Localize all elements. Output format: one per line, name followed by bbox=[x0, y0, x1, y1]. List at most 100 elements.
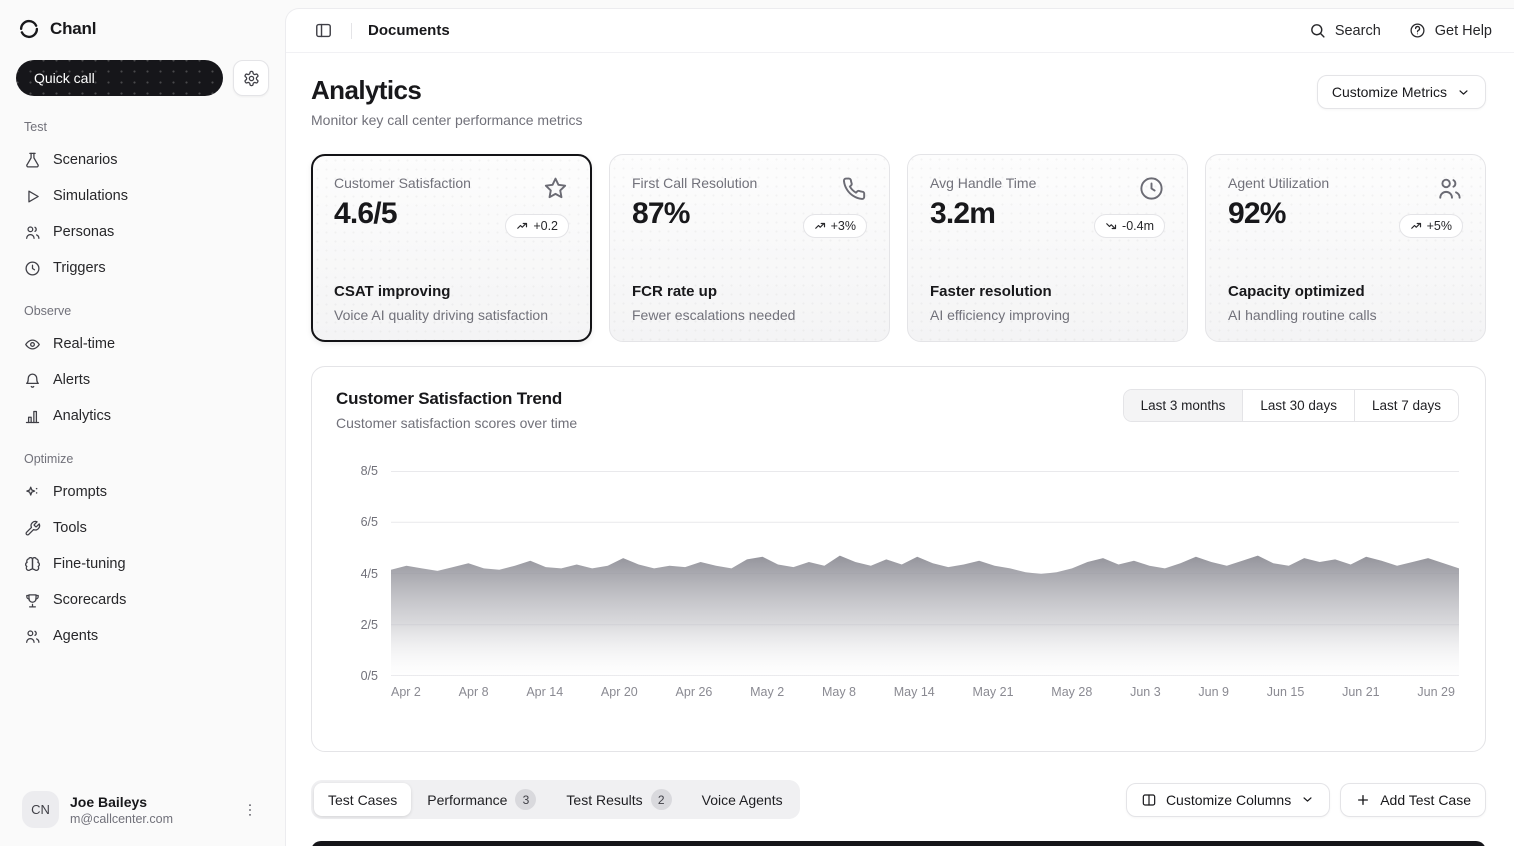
divider bbox=[351, 22, 352, 39]
x-axis-label: Apr 26 bbox=[675, 685, 713, 699]
tab-performance[interactable]: Performance 3 bbox=[413, 783, 550, 816]
tab-voice-agents[interactable]: Voice Agents bbox=[688, 783, 797, 816]
clock-icon bbox=[25, 260, 40, 276]
plot-area bbox=[391, 471, 1459, 676]
user-email: m@callcenter.com bbox=[70, 811, 173, 826]
tab-test-results[interactable]: Test Results 2 bbox=[552, 783, 685, 816]
metric-delta-badge: -0.4m bbox=[1094, 214, 1165, 238]
metric-label: Customer Satisfaction bbox=[334, 175, 471, 191]
metric-cards: Customer Satisfaction 4.6/5 +0.2 CSAT impro… bbox=[311, 154, 1486, 342]
sidebar-item-alerts[interactable]: Alerts bbox=[0, 362, 277, 398]
sidebar-item-prompts[interactable]: Prompts bbox=[0, 474, 277, 510]
brand: Chanl bbox=[0, 0, 285, 46]
nav-section-label-test: Test bbox=[24, 120, 47, 134]
nav-section-label-observe: Observe bbox=[24, 304, 72, 318]
x-axis-label: Jun 3 bbox=[1130, 685, 1161, 699]
sidebar-item-simulations[interactable]: Simulations bbox=[0, 178, 277, 214]
brain-icon bbox=[25, 556, 40, 571]
plus-icon bbox=[1358, 794, 1369, 805]
range-button-last-7-days[interactable]: Last 7 days bbox=[1353, 390, 1458, 421]
panel-left-icon bbox=[316, 23, 331, 38]
sidebar-item-scenarios[interactable]: Scenarios bbox=[0, 142, 277, 178]
columns-icon bbox=[1142, 793, 1156, 806]
trend-down-icon bbox=[1106, 223, 1117, 230]
sidebar-item-personas[interactable]: Personas bbox=[0, 214, 277, 250]
page-title: Analytics bbox=[311, 75, 422, 105]
topbar: Documents Search Get Help bbox=[286, 9, 1514, 53]
columns-icon bbox=[1141, 792, 1157, 808]
star-icon bbox=[544, 177, 567, 199]
page-subtitle: Monitor key call center performance metr… bbox=[311, 112, 583, 128]
help-icon bbox=[1410, 23, 1425, 38]
x-axis-label: Apr 8 bbox=[458, 685, 489, 699]
metric-card-first-call-resolution[interactable]: First Call Resolution 87% +3% FCR rate up Fe… bbox=[609, 154, 890, 342]
y-axis-label: 6/5 bbox=[360, 515, 378, 530]
metric-description: AI efficiency improving bbox=[930, 307, 1070, 323]
gear-icon bbox=[243, 70, 260, 87]
users-icon bbox=[1439, 178, 1461, 199]
users-icon bbox=[26, 225, 40, 239]
user-menu-button[interactable] bbox=[237, 797, 263, 823]
x-axis-label: Apr 20 bbox=[600, 685, 638, 699]
metric-card-avg-handle-time[interactable]: Avg Handle Time 3.2m -0.4m Faster resolutio… bbox=[907, 154, 1188, 342]
user-card[interactable]: CN Joe Baileys m@callcenter.com bbox=[12, 783, 273, 836]
range-button-last-30-days[interactable]: Last 30 days bbox=[1242, 390, 1354, 421]
breadcrumb: Documents bbox=[368, 22, 450, 39]
metric-card-agent-utilization[interactable]: Agent Utilization 92% +5% Capacity optimize… bbox=[1205, 154, 1486, 342]
x-axis-label: Apr 14 bbox=[526, 685, 564, 699]
chart-title: Customer Satisfaction Trend bbox=[336, 389, 563, 408]
chart-subtitle: Customer satisfaction scores over time bbox=[336, 415, 578, 431]
kebab-icon bbox=[249, 803, 251, 816]
sparkles-icon bbox=[26, 486, 38, 496]
x-axis-label: May 21 bbox=[972, 685, 1014, 699]
metric-card-customer-satisfaction[interactable]: Customer Satisfaction 4.6/5 +0.2 CSAT impro… bbox=[311, 154, 592, 342]
sidebar-item-analytics[interactable]: Analytics bbox=[0, 398, 277, 434]
eye-icon bbox=[25, 338, 40, 350]
metric-value: 92% bbox=[1228, 197, 1286, 230]
trend-up-icon bbox=[1410, 222, 1421, 229]
customize-columns-button[interactable]: Customize Columns bbox=[1125, 782, 1331, 817]
metric-label: Avg Handle Time bbox=[930, 175, 1037, 191]
bottom-tabs: Test Cases Performance 3 Test Results 2 Voice… bbox=[311, 780, 800, 819]
sidebar-item-agents[interactable]: Agents bbox=[0, 618, 277, 654]
clock-icon bbox=[1140, 177, 1163, 200]
metric-label: Agent Utilization bbox=[1228, 175, 1330, 191]
brand-logo-icon bbox=[18, 18, 40, 40]
metric-headline: Faster resolution bbox=[930, 283, 1052, 300]
metric-delta-badge: +3% bbox=[802, 214, 867, 238]
trophy-icon bbox=[26, 593, 39, 608]
chevron-down-icon bbox=[1303, 797, 1312, 802]
sidebar-item-real-time[interactable]: Real-time bbox=[0, 326, 277, 362]
sidebar-item-triggers[interactable]: Triggers bbox=[0, 250, 277, 286]
add-test-case-button[interactable]: Add Test Case bbox=[1340, 782, 1486, 817]
panel-left-icon bbox=[314, 21, 333, 40]
sidebar-toggle-button[interactable] bbox=[310, 17, 337, 44]
search-icon bbox=[1309, 22, 1326, 39]
sidebar: Chanl Quick call Test Scenarios Simulation… bbox=[0, 0, 285, 846]
metric-description: AI handling routine calls bbox=[1228, 307, 1377, 323]
tab-test-cases[interactable]: Test Cases bbox=[314, 783, 412, 816]
metric-value: 87% bbox=[632, 197, 690, 230]
x-axis-label: Jun 29 bbox=[1417, 685, 1455, 699]
metric-label: First Call Resolution bbox=[632, 175, 758, 191]
x-axis-label: May 2 bbox=[750, 685, 785, 699]
y-axis-label: 4/5 bbox=[360, 566, 378, 581]
customize-metrics-button[interactable]: Customize Metrics bbox=[1316, 75, 1486, 109]
sidebar-item-tools[interactable]: Tools bbox=[0, 510, 277, 546]
flask-icon bbox=[26, 152, 39, 168]
brand-name: Chanl bbox=[50, 19, 97, 38]
sidebar-item-scorecards[interactable]: Scorecards bbox=[0, 582, 277, 618]
metric-headline: Capacity optimized bbox=[1228, 283, 1365, 300]
metric-value: 4.6/5 bbox=[334, 197, 398, 230]
sidebar-item-fine-tuning[interactable]: Fine-tuning bbox=[0, 546, 277, 582]
chevron-down-icon bbox=[1459, 89, 1468, 95]
search-icon bbox=[1310, 24, 1325, 38]
trend-up-icon bbox=[814, 222, 825, 229]
search-button[interactable]: Search bbox=[1309, 22, 1381, 39]
x-axis-label: May 14 bbox=[893, 685, 935, 699]
x-axis-label: Apr 2 bbox=[391, 685, 421, 699]
get-help-button[interactable]: Get Help bbox=[1409, 22, 1492, 39]
settings-button[interactable] bbox=[233, 60, 269, 96]
quick-call-button[interactable]: Quick call bbox=[16, 60, 223, 96]
range-button-last-3-months[interactable]: Last 3 months bbox=[1123, 390, 1243, 421]
